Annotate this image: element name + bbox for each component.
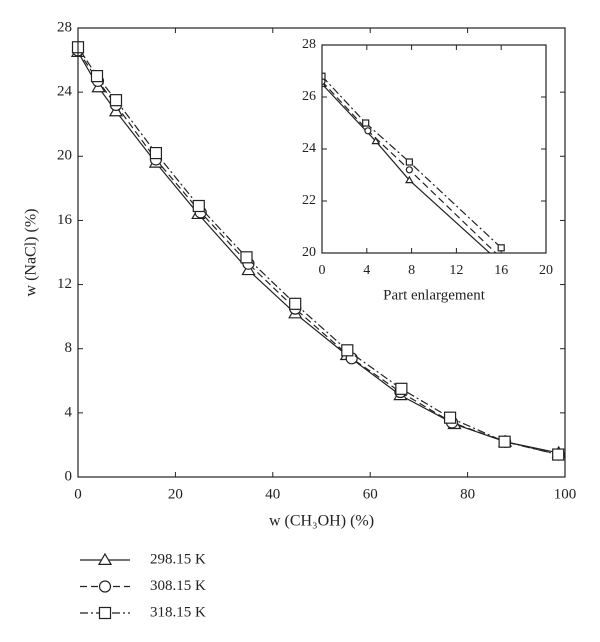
y-tick-label: 0 <box>65 468 73 484</box>
marker <box>498 435 511 448</box>
x-tick-label: 0 <box>74 486 82 502</box>
inset-background <box>322 45 546 253</box>
marker <box>405 158 413 166</box>
marker <box>405 166 413 174</box>
y-tick-label: 8 <box>65 340 73 356</box>
y-tick-label: 24 <box>57 84 73 100</box>
x-tick-label: 12 <box>449 263 463 278</box>
x-tick-label: 8 <box>408 263 415 278</box>
y-tick-label: 16 <box>57 212 73 228</box>
legend-label: 298.15 K <box>150 551 206 567</box>
marker <box>90 70 104 83</box>
marker <box>322 77 326 85</box>
x-tick-label: 4 <box>363 263 370 278</box>
y-tick-label: 22 <box>302 193 316 208</box>
y-tick-label: 20 <box>302 245 316 260</box>
marker <box>98 580 112 593</box>
marker <box>371 136 381 145</box>
marker <box>341 344 354 357</box>
x-axis-label: w (CH₃OH) (%) <box>269 513 374 530</box>
marker <box>149 146 163 160</box>
marker <box>240 251 253 264</box>
x-tick-label: 20 <box>539 263 553 278</box>
marker <box>443 411 457 424</box>
marker <box>109 94 123 107</box>
y-tick-label: 12 <box>57 276 72 292</box>
y-tick-label: 24 <box>302 141 316 156</box>
x-tick-label: 100 <box>554 486 577 502</box>
marker <box>405 175 414 184</box>
x-tick-label: 0 <box>319 263 326 278</box>
y-tick-label: 28 <box>57 19 72 35</box>
x-tick-label: 16 <box>494 263 508 278</box>
series-line <box>322 83 491 253</box>
marker <box>97 552 113 566</box>
marker <box>498 255 504 261</box>
x-axis-label: Part enlargement <box>383 287 486 303</box>
marker <box>322 72 326 80</box>
marker <box>497 244 505 252</box>
x-tick-label: 80 <box>460 486 475 502</box>
legend-label: 308.15 K <box>150 578 206 594</box>
marker <box>395 382 408 395</box>
x-tick-label: 40 <box>265 486 280 502</box>
plot-area <box>322 72 505 261</box>
y-tick-label: 20 <box>57 148 72 164</box>
y-tick-label: 26 <box>302 89 316 104</box>
legend-label: 318.15 K <box>150 604 206 620</box>
y-tick-label: 4 <box>65 404 73 420</box>
marker <box>364 127 372 135</box>
plot-area <box>70 41 566 461</box>
x-tick-label: 20 <box>168 486 183 502</box>
marker <box>192 199 205 213</box>
plot-frame <box>321 44 547 254</box>
series-line <box>322 75 502 249</box>
y-tick-label: 28 <box>302 37 316 52</box>
marker <box>362 119 370 127</box>
marker <box>552 448 565 461</box>
x-tick-label: 60 <box>363 486 378 502</box>
marker <box>98 606 112 620</box>
plot-frame <box>77 27 566 478</box>
y-axis-label: w (NaCl) (%) <box>23 209 40 297</box>
marker <box>289 297 302 310</box>
series-line <box>322 80 497 253</box>
